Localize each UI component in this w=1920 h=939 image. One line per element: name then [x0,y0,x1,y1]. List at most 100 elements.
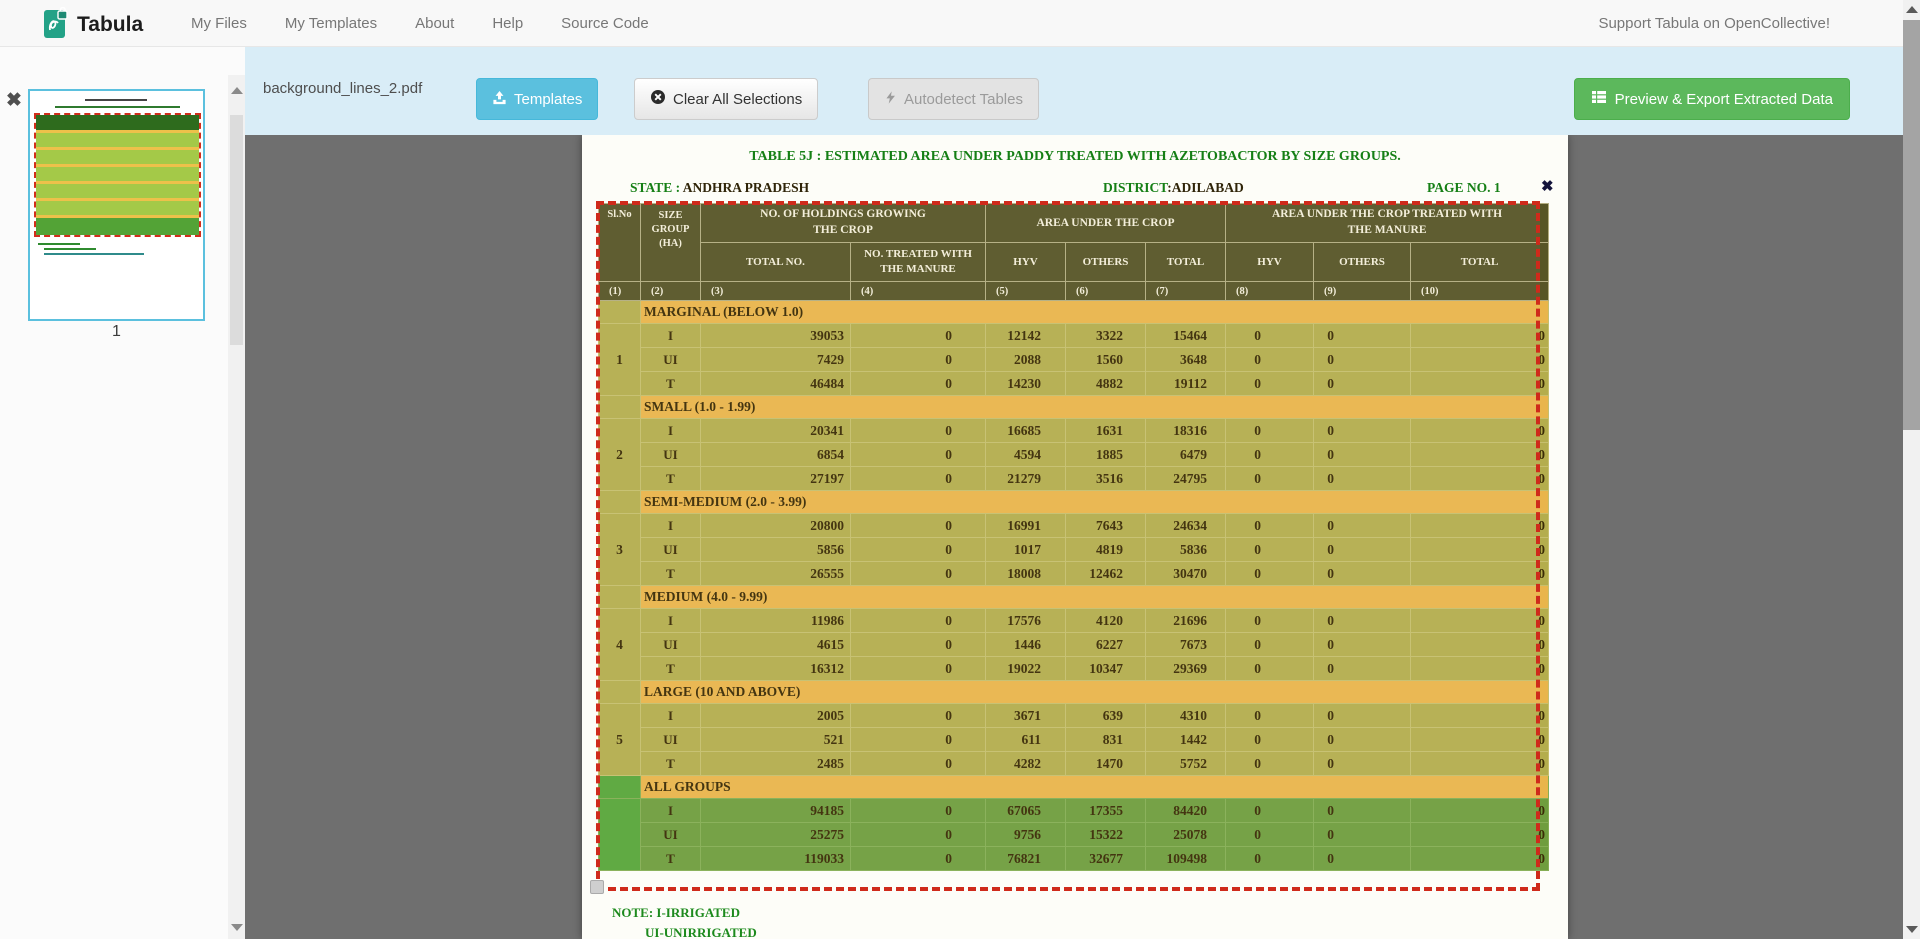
pages-sidebar: ✖ 1 [0,47,245,939]
value-cell: 0 [1225,751,1315,776]
page-no-line: PAGE NO. 1 [1427,180,1501,195]
value-cell: 0 [1313,418,1412,443]
value-cell: 0 [1225,371,1315,396]
pdf-viewer-area: TABLE 5J : ESTIMATED AREA UNDER PADDY TR… [245,135,1903,939]
district-line: DISTRICT:ADILABAD [1103,180,1244,195]
pdf-page[interactable]: TABLE 5J : ESTIMATED AREA UNDER PADDY TR… [582,135,1568,939]
band-slno-cell [598,490,641,514]
row-type-cell: I [640,798,701,823]
value-cell: 21279 [985,466,1067,491]
sidebar-scrollbar[interactable] [228,75,245,939]
value-cell: 16685 [985,418,1067,443]
value-cell: 19022 [985,656,1067,681]
value-cell: 46484 [700,371,851,396]
value-cell: 6479 [1145,442,1227,467]
value-cell: 0 [1225,846,1315,871]
value-cell: 0 [1410,561,1550,586]
window-scroll-thumb[interactable] [1903,20,1920,430]
value-cell: 639 [1065,703,1147,728]
header-others-2: OTHERS [1313,242,1412,282]
nav-item-help[interactable]: Help [492,15,524,32]
value-cell: 12142 [985,323,1067,348]
value-cell: 0 [1225,347,1315,372]
value-cell: 12462 [1065,561,1147,586]
value-cell: 0 [1313,466,1412,491]
value-cell: 0 [1313,632,1412,657]
value-cell: 0 [1410,347,1550,372]
nav-item-about[interactable]: About [415,15,455,32]
value-cell: 4615 [700,632,851,657]
window-scroll-up-icon[interactable] [1906,6,1918,13]
window-scrollbar[interactable] [1903,0,1920,939]
tabula-logo-icon [44,6,69,43]
value-cell: 11986 [700,608,851,633]
col-num: (4) [849,281,987,301]
header-group-area: AREA UNDER THE CROP [985,203,1227,243]
section-band-label: LARGE (10 AND ABOVE) [639,680,1550,704]
clear-all-selections-button[interactable]: Clear All Selections [634,78,819,120]
preview-export-button[interactable]: Preview & Export Extracted Data [1573,78,1850,120]
value-cell: 0 [1410,371,1550,396]
value-cell: 7429 [700,347,851,372]
sidebar-scroll-up-icon[interactable] [231,87,243,94]
header-total-1: TOTAL [1145,242,1227,282]
nav-item-source-code[interactable]: Source Code [561,15,649,32]
sidebar-scroll-down-icon[interactable] [231,924,243,931]
value-cell: 3648 [1145,347,1227,372]
templates-button[interactable]: Templates [476,78,599,120]
navbar: Tabula My Files My Templates About Help … [0,0,1920,47]
value-cell: 119033 [700,846,851,871]
value-cell: 0 [1313,561,1412,586]
value-cell: 27197 [700,466,851,491]
value-cell: 0 [849,656,987,681]
header-total-2: TOTAL [1410,242,1550,282]
value-cell: 18316 [1145,418,1227,443]
value-cell: 0 [1225,632,1315,657]
value-cell: 0 [1410,442,1550,467]
thumb-note-line [44,248,96,250]
value-cell: 17576 [985,608,1067,633]
selection-box[interactable] [596,201,1540,891]
window-scroll-down-icon[interactable] [1906,926,1918,933]
value-cell: 0 [849,323,987,348]
value-cell: 0 [1225,466,1315,491]
value-cell: 0 [1313,537,1412,562]
value-cell: 1470 [1065,751,1147,776]
value-cell: 1446 [985,632,1067,657]
value-cell: 6854 [700,442,851,467]
toolbar: background_lines_2.pdf Templates Clear A… [245,47,1920,135]
value-cell: 0 [849,632,987,657]
open-filename: background_lines_2.pdf [263,80,423,97]
value-cell: 0 [1313,371,1412,396]
value-cell: 18008 [985,561,1067,586]
value-cell: 9756 [985,822,1067,847]
value-cell: 0 [1313,703,1412,728]
slno-cell [598,798,641,871]
value-cell: 4282 [985,751,1067,776]
value-cell: 1442 [1145,727,1227,752]
selection-close-icon[interactable]: ✖ [1541,178,1554,195]
nav-item-my-templates[interactable]: My Templates [284,15,378,32]
remove-circle-icon [650,89,666,109]
value-cell: 0 [1313,798,1412,823]
page-thumbnail[interactable] [28,89,205,321]
nav-item-my-files[interactable]: My Files [191,15,247,32]
remove-page-icon[interactable]: ✖ [6,90,22,111]
thumb-note-line [38,243,80,245]
slno-cell: 4 [598,608,641,681]
section-band-label: ALL GROUPS [639,775,1550,799]
value-cell: 2088 [985,347,1067,372]
value-cell: 0 [1410,513,1550,538]
section-band-label: MARGINAL (BELOW 1.0) [639,300,1550,324]
value-cell: 0 [1225,418,1315,443]
value-cell: 25078 [1145,822,1227,847]
brand[interactable]: Tabula [44,6,143,43]
value-cell: 0 [849,513,987,538]
value-cell: 19112 [1145,371,1227,396]
autodetect-tables-button[interactable]: Autodetect Tables [868,78,1039,120]
sidebar-scroll-thumb[interactable] [230,115,243,345]
selection-resize-handle[interactable] [590,880,604,894]
value-cell: 4120 [1065,608,1147,633]
value-cell: 0 [1410,418,1550,443]
support-link[interactable]: Support Tabula on OpenCollective! [1598,15,1830,32]
